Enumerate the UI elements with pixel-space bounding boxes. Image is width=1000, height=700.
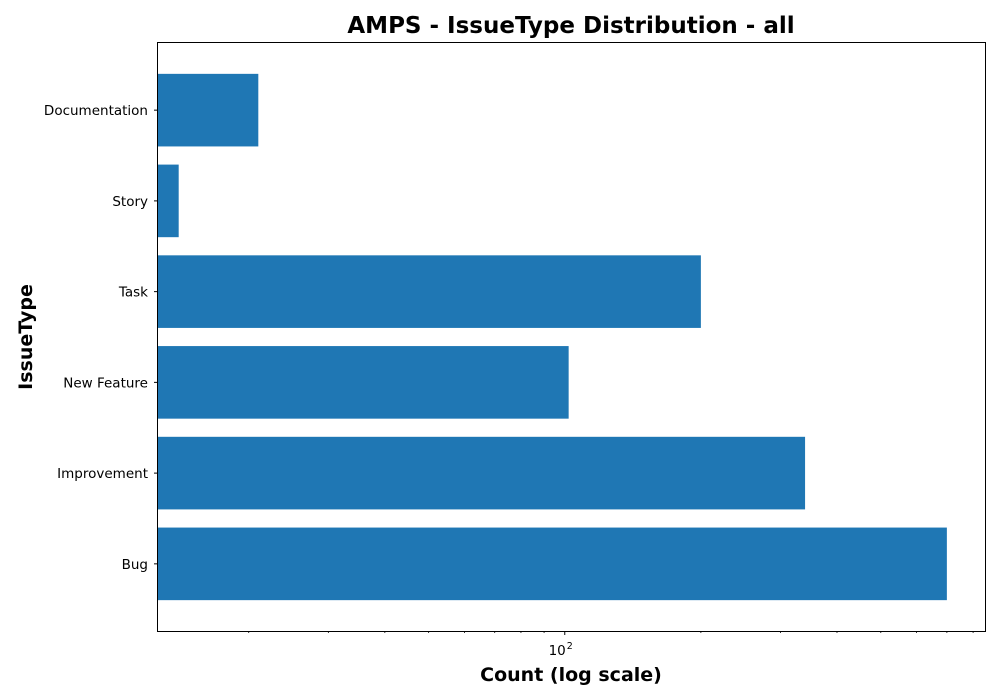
bar-improvement	[158, 436, 806, 510]
y-tick-label: New Feature	[63, 375, 148, 391]
bars-group	[158, 73, 947, 601]
y-axis-label: IssueType	[15, 284, 37, 390]
y-tick-label: Documentation	[44, 103, 148, 119]
bar-story	[158, 164, 179, 238]
y-axis-ticks: Bug Improvement New Feature Task Story Docume…	[44, 103, 158, 573]
x-tick-label-exponent: 2	[567, 641, 573, 652]
y-tick-label: Improvement	[57, 466, 148, 482]
x-tick-label-base: 10	[549, 643, 566, 659]
bar-bug	[158, 527, 947, 601]
y-tick-label: Story	[112, 194, 148, 210]
plot-frame	[157, 42, 986, 632]
bar-new-feature	[158, 346, 569, 419]
y-tick-label: Task	[118, 285, 148, 301]
x-axis-label: Count (log scale)	[480, 664, 662, 686]
y-tick-label: Bug	[122, 557, 148, 573]
chart-title: AMPS - IssueType Distribution - all	[347, 13, 794, 39]
bar-task	[158, 255, 701, 328]
x-axis-ticks: 10 2	[248, 631, 974, 659]
bar-documentation	[158, 73, 259, 147]
